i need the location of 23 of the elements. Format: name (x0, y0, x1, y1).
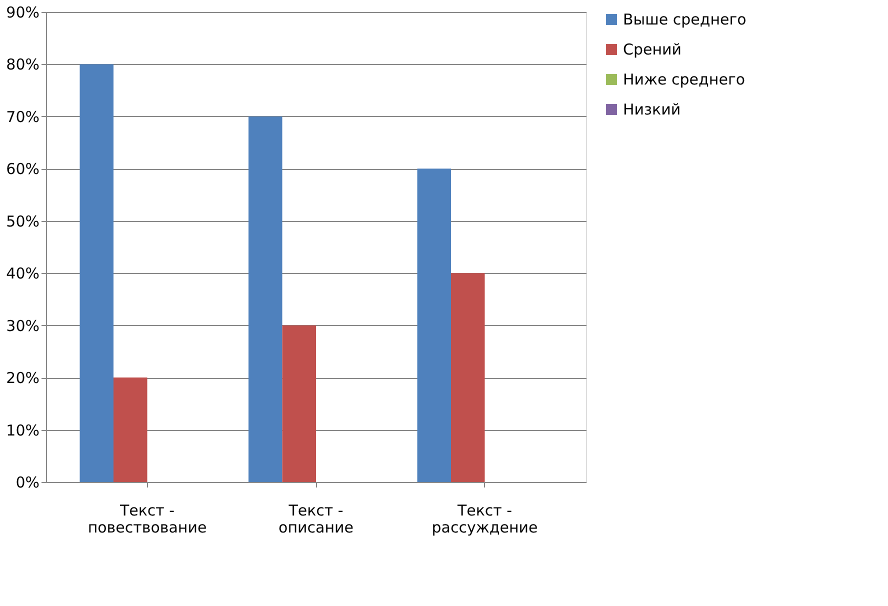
y-tick-label: 70% (6, 108, 40, 126)
legend-label: Срений (623, 40, 682, 58)
bar (417, 168, 451, 482)
bar (80, 64, 114, 482)
bar (282, 325, 316, 482)
y-tick-label: 80% (6, 56, 40, 74)
legend-label: Выше среднего (623, 10, 746, 28)
y-tick-label: 40% (6, 264, 40, 283)
y-tick-label: 20% (6, 369, 40, 388)
x-tick-label: Текст - описание (278, 502, 354, 536)
y-tick-label: 30% (6, 316, 40, 335)
bar (114, 378, 148, 482)
bar (451, 273, 485, 482)
y-tick-label: 10% (6, 421, 40, 440)
y-tick-label: 60% (6, 160, 40, 178)
y-tick-label: 50% (6, 212, 40, 230)
x-tick-label: Текст - повествование (88, 502, 207, 536)
y-tick-label: 90% (6, 4, 40, 22)
legend-label: Низкий (623, 100, 681, 118)
bar (248, 116, 282, 482)
y-tick-label: 0% (16, 474, 40, 492)
legend-label: Ниже среднего (623, 70, 745, 88)
x-tick-label: Текст - рассуждение (432, 502, 538, 536)
